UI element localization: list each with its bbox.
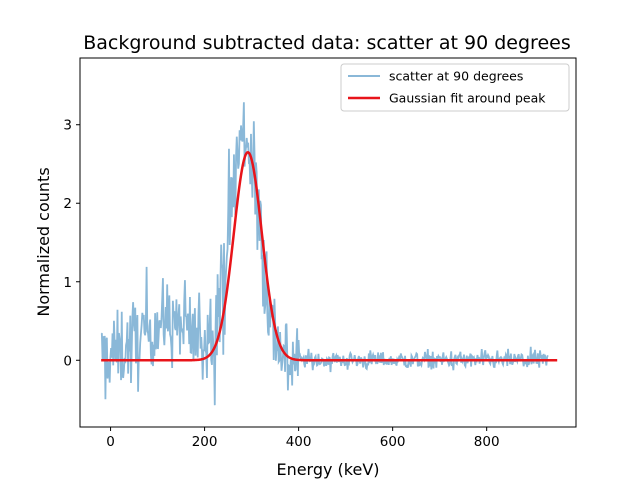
legend: scatter at 90 degrees Gaussian fit aroun… (340, 63, 570, 112)
series-line-scatter (100, 102, 549, 406)
x-tick-label: 200 (192, 434, 218, 450)
legend-entry-data: scatter at 90 degrees (389, 69, 523, 84)
x-tick-label: 800 (474, 434, 500, 450)
chart-title: Background subtracted data: scatter at 9… (83, 32, 570, 54)
y-tick-label: 2 (63, 196, 72, 212)
plot-frame (79, 57, 577, 428)
y-tick-label: 1 (63, 275, 72, 291)
series-line-gaussian-fit (101, 151, 558, 362)
x-tick-label: 600 (380, 434, 406, 450)
x-tick-label: 0 (106, 434, 115, 450)
x-tick-label: 400 (286, 434, 312, 450)
legend-entry-fit: Gaussian fit around peak (389, 91, 546, 106)
legend-box (340, 63, 570, 112)
y-axis: 0 1 2 3 (63, 118, 80, 369)
x-axis: 0 200 400 600 800 (106, 427, 500, 450)
x-axis-label: Energy (keV) (276, 460, 379, 479)
y-tick-label: 3 (63, 118, 72, 134)
y-tick-label: 0 (63, 353, 72, 369)
y-axis-label: Normalized counts (34, 167, 53, 316)
plot-area (100, 102, 558, 406)
